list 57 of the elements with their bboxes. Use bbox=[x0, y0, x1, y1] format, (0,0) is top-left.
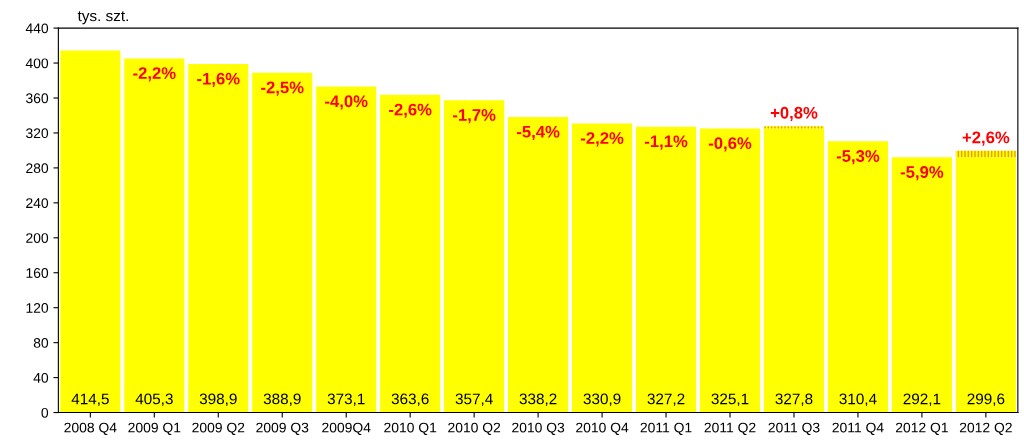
y-tick-label: 120 bbox=[26, 303, 49, 313]
total-label: 299,6 bbox=[967, 393, 1005, 407]
x-tick-label: 2009 Q2 bbox=[192, 422, 245, 435]
annotation: -5,3% bbox=[836, 150, 880, 165]
annotation: -2,6% bbox=[389, 103, 432, 118]
y-tick-label: 400 bbox=[25, 58, 49, 69]
total-label: 388,9 bbox=[263, 393, 301, 407]
x-tick-label: 2012 Q2 bbox=[959, 422, 1012, 435]
annotation: -1,7% bbox=[453, 109, 496, 124]
x-tick-label: 2011 Q3 bbox=[768, 422, 820, 435]
x-tick-label: 2011 Q1 bbox=[640, 422, 692, 435]
annotation: -5,4% bbox=[516, 125, 560, 141]
total-label: 405,3 bbox=[135, 393, 173, 407]
y-tick-label: 320 bbox=[26, 128, 49, 139]
x-tick-label: 2011 Q4 bbox=[832, 422, 884, 435]
total-label: 414,5 bbox=[71, 393, 109, 407]
annotation: -2,2% bbox=[580, 132, 624, 147]
x-tick-label: 2010 Q4 bbox=[576, 422, 629, 435]
y-tick-label: 80 bbox=[33, 337, 49, 348]
y-axis-title: tys. szt. bbox=[77, 11, 128, 25]
x-tick-label: 2009 Q3 bbox=[256, 422, 309, 435]
annotation: -1,6% bbox=[197, 72, 240, 87]
annotation: -0,6% bbox=[708, 137, 752, 152]
annotation: +2,6% bbox=[962, 131, 1010, 146]
total-label: 373,1 bbox=[327, 393, 365, 407]
x-tick-label: 2009Q4 bbox=[322, 422, 371, 435]
y-tick-label: 440 bbox=[25, 23, 49, 34]
y-tick-label: 160 bbox=[26, 268, 49, 278]
y-tick-label: 40 bbox=[33, 372, 49, 383]
annotation: -2,2% bbox=[133, 67, 176, 82]
y-tick-label: 240 bbox=[26, 198, 49, 209]
total-label: 327,8 bbox=[775, 393, 813, 407]
total-label: 325,1 bbox=[711, 393, 749, 407]
total-label: 363,6 bbox=[391, 393, 429, 407]
x-tick-label: 2010 Q2 bbox=[448, 422, 501, 435]
y-tick-label: 360 bbox=[26, 93, 49, 104]
y-tick-label: 0 bbox=[41, 407, 49, 418]
x-tick-label: 2008 Q4 bbox=[64, 422, 117, 435]
x-tick-label: 2010 Q1 bbox=[384, 422, 437, 435]
total-label: 292,1 bbox=[903, 393, 941, 407]
y-tick-label: 200 bbox=[26, 233, 49, 243]
x-tick-label: 2009 Q1 bbox=[128, 422, 181, 435]
x-tick-label: 2010 Q3 bbox=[512, 422, 565, 435]
total-label: 327,2 bbox=[647, 393, 685, 407]
total-label: 398,9 bbox=[199, 393, 237, 407]
x-tick-label: 2011 Q2 bbox=[704, 422, 756, 435]
y-tick-label: 280 bbox=[26, 163, 49, 174]
total-label: 310,4 bbox=[839, 393, 877, 407]
annotation: -2,5% bbox=[261, 81, 304, 96]
total-label: 338,2 bbox=[519, 393, 557, 407]
annotation: +0,8% bbox=[770, 106, 818, 122]
x-tick-label: 2012 Q1 bbox=[895, 422, 948, 435]
annotation: -1,1% bbox=[644, 135, 688, 150]
annotation: -4,0% bbox=[325, 95, 368, 110]
total-label: 330,9 bbox=[583, 393, 621, 407]
annotation: -5,9% bbox=[900, 166, 944, 181]
total-label: 357,4 bbox=[455, 393, 493, 407]
